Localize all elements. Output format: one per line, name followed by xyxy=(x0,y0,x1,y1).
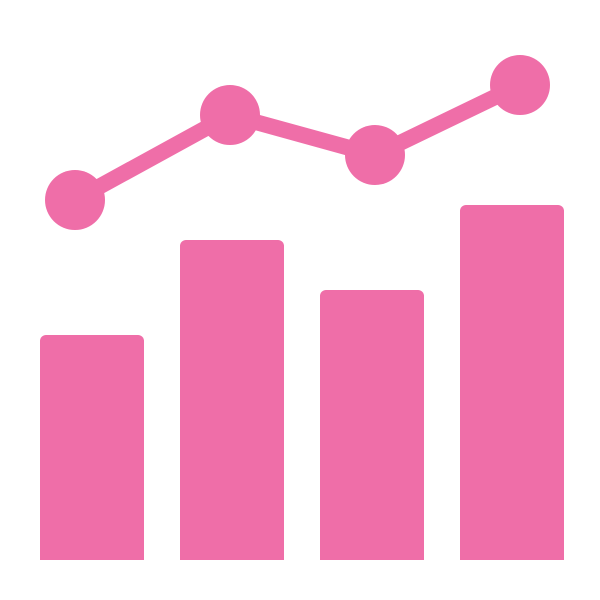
trend-marker-2 xyxy=(200,85,260,145)
trend-line xyxy=(75,85,520,200)
trend-marker-1 xyxy=(45,170,105,230)
trend-marker-4 xyxy=(490,55,550,115)
trend-line-overlay xyxy=(0,0,600,600)
analytics-chart-icon xyxy=(0,0,600,600)
trend-marker-3 xyxy=(345,125,405,185)
